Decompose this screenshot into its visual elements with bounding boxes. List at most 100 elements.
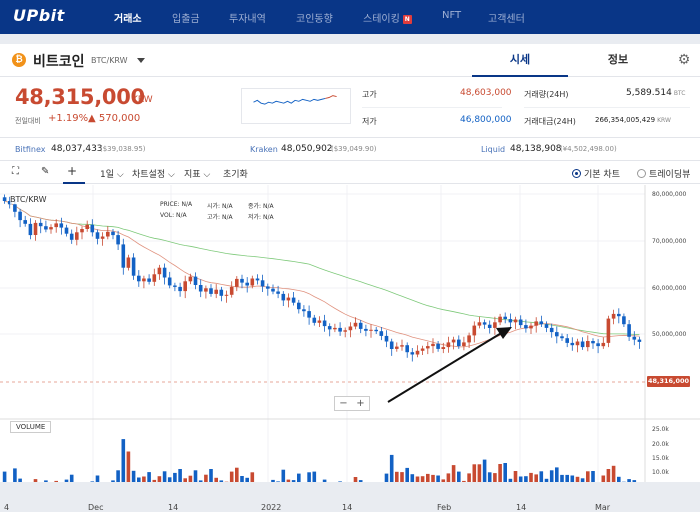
volume-bar bbox=[178, 469, 182, 482]
volume-tick-label: 25.0k bbox=[652, 426, 669, 433]
candle-body bbox=[596, 343, 600, 346]
candle-body bbox=[106, 232, 110, 237]
candle-body bbox=[591, 341, 595, 343]
upbit-logo[interactable]: UPbit bbox=[13, 6, 65, 25]
volume-bar bbox=[245, 478, 249, 482]
candle-body bbox=[142, 279, 146, 282]
candle-body bbox=[158, 268, 162, 275]
reset-button[interactable]: 초기화 bbox=[223, 167, 248, 180]
zoom-in-button[interactable]: + bbox=[352, 397, 369, 410]
candle-body bbox=[204, 288, 208, 291]
exchange-usd-kraken: ($39,049.90) bbox=[331, 145, 377, 153]
candle-body bbox=[488, 325, 492, 328]
candle-body bbox=[343, 330, 347, 331]
nav-item-coin-trends[interactable]: 코인동향 bbox=[296, 10, 333, 25]
x-tick-label: Mar bbox=[595, 503, 610, 512]
candle-body bbox=[457, 340, 461, 347]
divider bbox=[362, 107, 502, 108]
ohlc-high: 고가: N/A bbox=[207, 212, 233, 221]
volume-bar bbox=[467, 473, 471, 482]
ohlc-vol: VOL: N/A bbox=[160, 212, 187, 219]
candle-body bbox=[235, 279, 239, 287]
x-tick-label: 14 bbox=[516, 503, 526, 512]
candle-body bbox=[214, 290, 218, 294]
candle-body bbox=[503, 317, 507, 319]
active-tool-indicator bbox=[63, 182, 85, 184]
tab-price[interactable]: 시세 bbox=[472, 44, 568, 77]
candle-body bbox=[163, 268, 167, 278]
ohlc-close-label: 종가: bbox=[248, 203, 261, 210]
moving-average-short bbox=[5, 201, 640, 347]
volume-bar bbox=[416, 477, 420, 483]
x-tick-label: 4 bbox=[4, 503, 9, 512]
price-chart[interactable]: BTC/KRW PRICE: N/A 시가: N/A 종가: N/A VOL: … bbox=[0, 185, 700, 482]
volume-bar bbox=[576, 477, 580, 482]
candle-body bbox=[550, 328, 554, 332]
volume-bar bbox=[18, 479, 22, 482]
pencil-icon[interactable]: ✎ bbox=[41, 166, 49, 177]
volume-bar bbox=[158, 476, 162, 482]
candle-body bbox=[380, 331, 384, 336]
nav-item-nft[interactable]: NFT bbox=[442, 10, 461, 21]
zoom-out-button[interactable]: − bbox=[335, 397, 352, 410]
candle-body bbox=[70, 234, 74, 240]
high-value: 48,603,000 bbox=[460, 88, 512, 98]
indicators-menu[interactable]: 지표 ⌵ bbox=[184, 167, 210, 180]
exchange-name-bitfinex[interactable]: Bitfinex bbox=[15, 145, 45, 154]
chart-toolbar: ⛶ ✎ + 1일 ⌵ 차트설정 ⌵ 지표 ⌵ 초기화 기본 차트 트레이딩뷰 bbox=[0, 162, 700, 184]
candle-body bbox=[297, 303, 301, 310]
candle-body bbox=[555, 332, 559, 336]
amount-24h-unit: KRW bbox=[657, 117, 671, 124]
volume-bar bbox=[142, 477, 146, 483]
volume-bar bbox=[534, 474, 538, 482]
candle-body bbox=[560, 336, 564, 338]
volume-24h-number: 5,589.514 bbox=[626, 88, 672, 98]
coin-name[interactable]: 비트코인 bbox=[33, 51, 85, 71]
candlestick-chart-svg[interactable] bbox=[0, 185, 700, 482]
volume-bar bbox=[519, 477, 523, 483]
volume-bar bbox=[385, 474, 389, 482]
volume-bar bbox=[390, 455, 394, 482]
volume-tick-label: 10.0k bbox=[652, 469, 669, 476]
volume-bar bbox=[478, 464, 482, 482]
candle-body bbox=[447, 342, 451, 347]
tab-info[interactable]: 정보 bbox=[570, 44, 666, 77]
nav-item-deposit[interactable]: 입출금 bbox=[172, 10, 200, 25]
volume-bar bbox=[70, 475, 74, 482]
exchange-price-kraken: 48,050,902 bbox=[281, 144, 333, 154]
nav-item-exchange[interactable]: 거래소 bbox=[114, 10, 142, 25]
x-tick-label: Dec bbox=[88, 503, 103, 512]
price-summary: 48,315,000 KRW 전일대비 +1.19% ▲ 570,000 고가 … bbox=[0, 78, 700, 138]
divider bbox=[524, 107, 690, 108]
candle-body bbox=[602, 343, 606, 346]
volume-bar bbox=[183, 478, 187, 482]
candle-body bbox=[54, 223, 58, 227]
candle-body bbox=[364, 329, 368, 331]
chart-settings-menu[interactable]: 차트설정 ⌵ bbox=[132, 167, 175, 180]
candle-body bbox=[251, 279, 255, 286]
tradingview-radio[interactable]: 트레이딩뷰 bbox=[637, 167, 690, 180]
exchange-name-kraken[interactable]: Kraken bbox=[250, 145, 278, 154]
bitcoin-icon: ₿ bbox=[12, 53, 26, 67]
change-label: 전일대비 bbox=[15, 116, 41, 126]
crosshair-icon[interactable]: + bbox=[67, 164, 77, 178]
candle-body bbox=[498, 317, 502, 323]
basic-chart-radio[interactable]: 기본 차트 bbox=[572, 167, 620, 180]
candle-body bbox=[122, 244, 126, 267]
gear-icon[interactable]: ⚙ bbox=[676, 52, 692, 68]
candle-body bbox=[276, 292, 280, 294]
candle-body bbox=[359, 323, 363, 329]
interval-select[interactable]: 1일 ⌵ bbox=[100, 167, 124, 180]
volume-bar bbox=[607, 469, 611, 482]
nav-item-support[interactable]: 고객센터 bbox=[488, 10, 525, 25]
coin-dropdown-icon[interactable] bbox=[137, 58, 145, 63]
candle-body bbox=[147, 279, 151, 282]
fullscreen-icon[interactable]: ⛶ bbox=[12, 166, 19, 177]
candle-body bbox=[245, 283, 249, 286]
nav-item-investments[interactable]: 투자내역 bbox=[229, 10, 266, 25]
exchange-name-liquid[interactable]: Liquid bbox=[481, 145, 505, 154]
candle-body bbox=[209, 288, 213, 294]
volume-24h-label: 거래량(24H) bbox=[524, 89, 569, 100]
candle-body bbox=[116, 235, 120, 244]
